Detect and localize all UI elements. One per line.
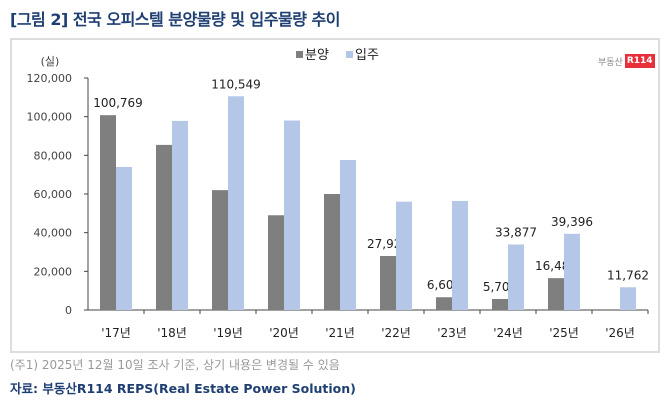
footnote: (주1) 2025년 12월 10일 조사 기준, 상기 내용은 변경될 수 있…	[10, 358, 340, 372]
data-label: 110,549	[211, 77, 261, 91]
figure-title: [그림 2] 전국 오피스텔 분양물량 및 입주물량 추이	[10, 10, 340, 29]
y-tick-label: 60,000	[34, 188, 73, 201]
x-tick-label: '20년	[269, 326, 299, 340]
bar-입주	[228, 96, 244, 310]
data-label: 33,877	[495, 226, 537, 240]
bar-입주	[340, 159, 356, 310]
bar-분양	[212, 190, 228, 310]
chart-frame	[10, 38, 660, 353]
x-tick-label: '24년	[493, 326, 523, 340]
bar-분양	[100, 115, 116, 310]
y-tick-label: 100,000	[27, 111, 73, 124]
bar-분양	[380, 256, 396, 310]
x-tick-label: '23년	[437, 326, 467, 340]
bar-분양	[436, 297, 452, 310]
bar-입주	[620, 287, 636, 310]
x-tick-label: '26년	[605, 326, 635, 340]
data-label: 11,762	[607, 268, 649, 282]
brand-logo: 부동산 R114	[598, 54, 655, 68]
bar-입주	[116, 166, 132, 310]
y-tick-label: 40,000	[34, 227, 73, 240]
data-label: 100,769	[93, 96, 143, 110]
x-tick-label: '19년	[213, 326, 243, 340]
data-label: 39,396	[551, 215, 593, 229]
bar-입주	[452, 200, 468, 310]
x-tick-label: '21년	[325, 326, 355, 340]
y-axis-unit: (실)	[41, 55, 60, 68]
bar-입주	[508, 244, 524, 310]
legend-swatch	[346, 51, 353, 58]
bar-입주	[172, 120, 188, 310]
source-text: 자료: 부동산R114 REPS(Real Estate Power Solut…	[10, 381, 356, 396]
bar-분양	[492, 298, 508, 310]
bar-분양	[324, 194, 340, 310]
x-tick-label: '18년	[157, 326, 187, 340]
y-tick-label: 0	[65, 304, 72, 317]
bar-입주	[564, 233, 580, 310]
bar-입주	[284, 120, 300, 311]
bar-분양	[268, 215, 284, 310]
x-tick-label: '22년	[381, 326, 411, 340]
bar-분양	[156, 144, 172, 310]
legend-label: 분양	[305, 48, 329, 63]
legend-label: 입주	[355, 48, 379, 63]
y-tick-label: 20,000	[34, 265, 73, 278]
bar-분양	[548, 278, 564, 310]
x-tick-label: '17년	[101, 326, 131, 340]
y-tick-label: 120,000	[27, 72, 73, 85]
legend-swatch	[296, 51, 303, 58]
y-tick-label: 80,000	[34, 149, 73, 162]
bar-입주	[396, 201, 412, 310]
x-tick-label: '25년	[549, 326, 579, 340]
